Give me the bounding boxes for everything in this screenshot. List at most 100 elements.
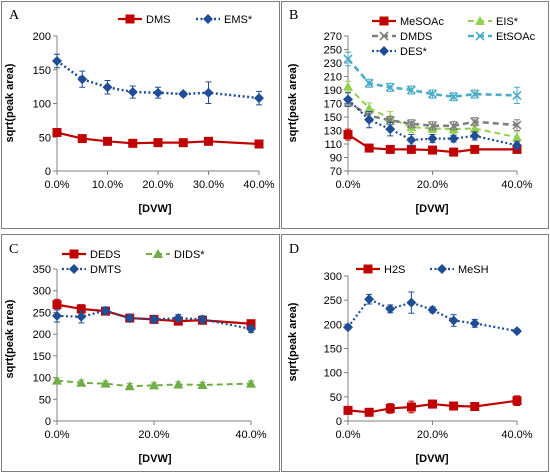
data-point	[470, 144, 480, 154]
legend-item: DEDS	[62, 249, 121, 261]
y-tick-label: 200	[33, 329, 51, 341]
legend-item: DMDS	[372, 31, 432, 43]
legend-label: DIDS*	[174, 249, 205, 261]
y-tick-label: 100	[324, 368, 342, 380]
data-point	[173, 313, 184, 324]
data-point	[52, 375, 62, 385]
data-point	[127, 87, 138, 98]
legend-marker	[379, 46, 389, 56]
x-tick-label: 0.0%	[44, 429, 69, 441]
data-point	[512, 396, 522, 406]
data-point	[427, 89, 438, 99]
y-tick-label: 50	[330, 392, 342, 404]
data-point	[52, 128, 62, 138]
data-point	[246, 378, 256, 388]
y-axis-title-b: sqrt(peak area)	[287, 63, 299, 142]
legend-marker	[379, 16, 389, 26]
x-axis-title-b: [DVW]	[416, 203, 449, 215]
data-point	[204, 136, 213, 146]
legend-item: DMTS	[62, 264, 121, 276]
data-point	[470, 89, 480, 99]
data-point	[428, 399, 437, 409]
legend-item: H2S	[356, 264, 405, 276]
legend-label: MeSOAc	[400, 16, 445, 28]
legend-label: H2S	[384, 264, 405, 276]
data-point	[406, 297, 417, 308]
x-tick-label: 20.0%	[417, 429, 448, 441]
y-tick-label: 50	[39, 132, 51, 144]
data-point	[52, 300, 62, 310]
legend-label: DMS	[146, 14, 170, 26]
panel-d: D sqrt(peak area) [DVW] H2S MeSH 0 50 100 15…	[281, 234, 549, 472]
data-point	[124, 313, 135, 324]
legend-item: MeSH	[430, 264, 489, 276]
x-axis-title-d: [DVW]	[416, 453, 449, 465]
y-tick-label: 190	[324, 85, 342, 97]
x-axis-title-c: [DVW]	[139, 453, 172, 465]
legend-item: DMS	[118, 14, 170, 26]
x-tick-label: 40.0%	[243, 179, 274, 191]
legend-marker	[475, 31, 485, 41]
data-point	[469, 318, 480, 329]
x-tick-label: 20.0%	[417, 179, 448, 191]
series-etsoac	[343, 51, 522, 104]
data-point	[512, 132, 522, 142]
data-point	[448, 133, 459, 144]
data-point	[427, 121, 438, 131]
x-tick-label: 20.0%	[142, 179, 173, 191]
data-point	[512, 140, 522, 151]
data-point	[102, 82, 113, 93]
data-point	[428, 145, 437, 155]
data-point	[512, 90, 522, 100]
series-line	[347, 58, 518, 99]
data-point	[449, 147, 459, 157]
y-tick-label: 110	[324, 139, 342, 151]
y-tick-label: 150	[33, 351, 51, 363]
data-point	[364, 114, 375, 125]
legend-label: EMS*	[224, 14, 253, 26]
series-line	[56, 379, 252, 388]
plot-area-a: 0 50 100 150 200 0.0% 10.0% 20.0% 30.0% 40.0%	[33, 31, 275, 191]
panel-letter-c: C	[9, 242, 18, 257]
y-tick-label: 270	[324, 31, 342, 43]
data-point	[469, 123, 480, 133]
data-point	[100, 378, 111, 388]
y-tick-label: 200	[33, 31, 51, 43]
y-tick-label: 50	[39, 394, 51, 406]
legend-label: DES*	[400, 46, 428, 58]
data-point	[469, 130, 480, 141]
data-point	[197, 314, 208, 325]
y-tick-label: 300	[324, 271, 342, 283]
y-tick-label: 100	[33, 373, 51, 385]
legend-marker	[69, 264, 79, 274]
data-point	[254, 93, 264, 104]
y-tick-label: 250	[33, 307, 51, 319]
data-point	[100, 305, 111, 316]
data-point	[470, 402, 480, 411]
series-line	[347, 297, 518, 333]
y-tick-label: 0	[45, 416, 51, 428]
legend-label: DMDS	[400, 31, 432, 43]
legend-b: MeSOAc EIS* DMDS EtSOAc DES*	[372, 16, 536, 58]
legend-c: DEDS DIDS* DMTS	[62, 249, 205, 276]
series-mesh	[343, 291, 522, 337]
legend-label: DMTS	[90, 264, 121, 276]
data-point	[343, 322, 353, 333]
legend-item: EIS*	[468, 16, 519, 28]
y-axis-title-a: sqrt(peak area)	[4, 63, 16, 142]
data-point	[343, 81, 353, 91]
series-line	[56, 309, 252, 331]
series-ems-	[52, 53, 264, 106]
y-tick-label: 0	[45, 166, 51, 178]
data-point	[385, 303, 396, 314]
y-tick-label: 170	[324, 99, 342, 111]
panel-a: A sqrt(peak area) [DVW] DMS EMS* 0 50 100 15…	[1, 1, 280, 229]
y-axis-title-c: sqrt(peak area)	[4, 299, 16, 378]
data-point	[406, 402, 416, 412]
data-point	[364, 103, 375, 113]
data-point	[178, 89, 189, 100]
x-tick-label: 0.0%	[44, 179, 69, 191]
legend-marker	[153, 249, 163, 258]
x-tick-label: 40.0%	[501, 429, 532, 441]
